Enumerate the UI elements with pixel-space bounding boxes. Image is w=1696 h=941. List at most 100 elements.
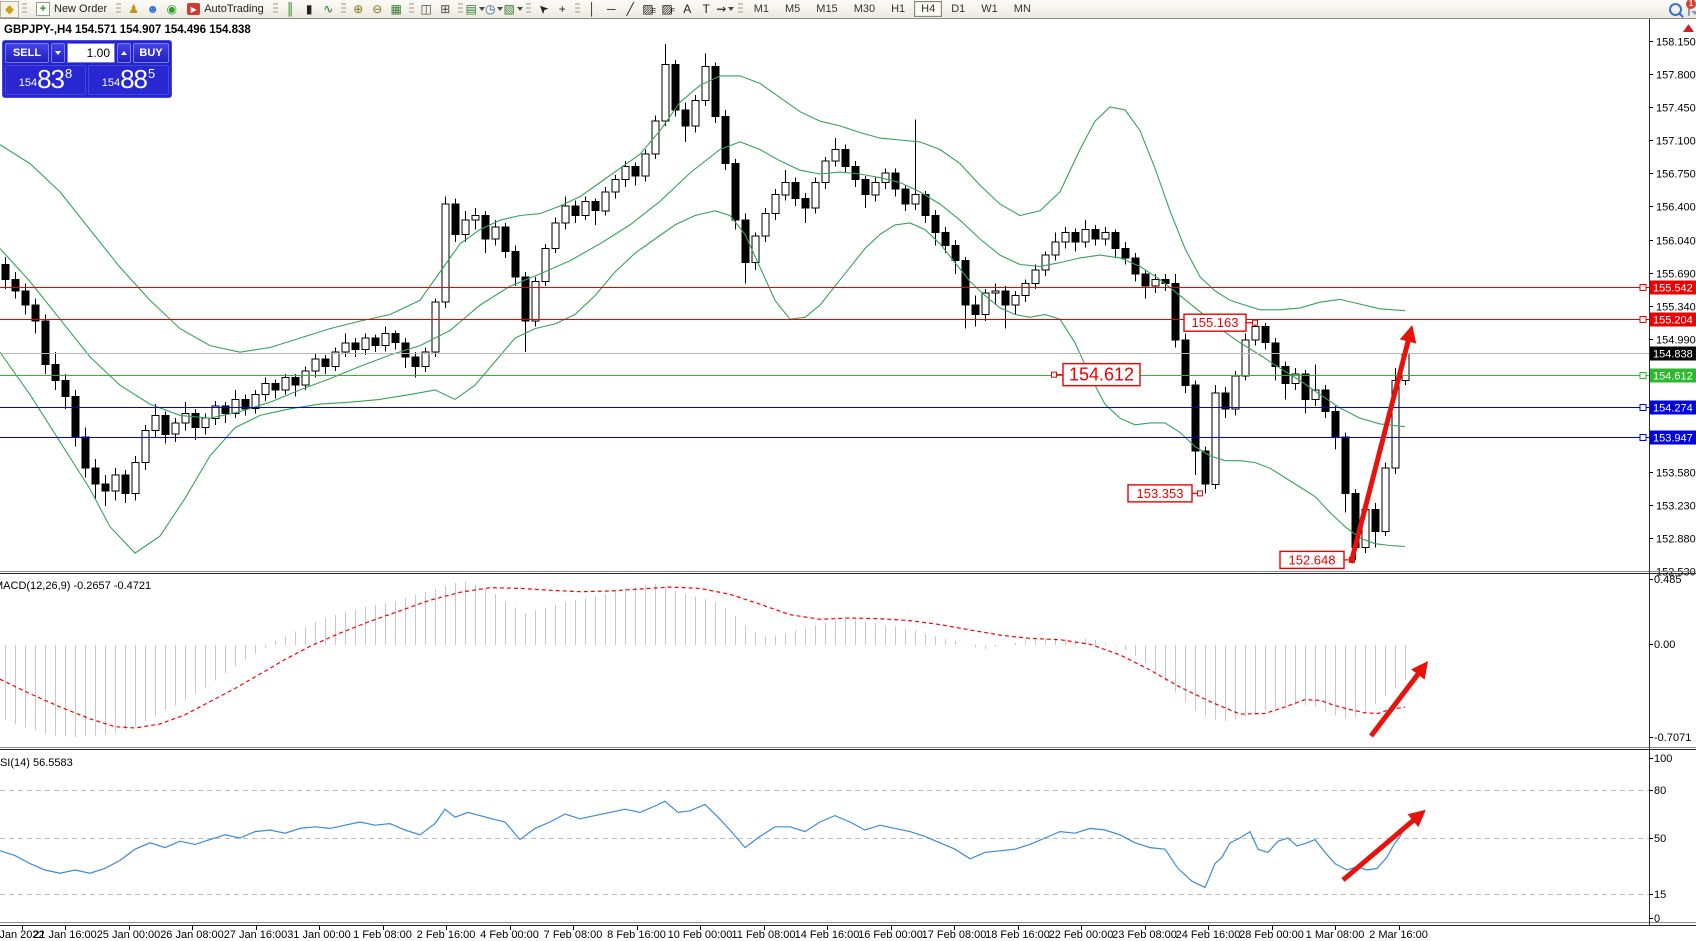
candle — [1251, 322, 1260, 346]
sell-button[interactable]: SELL — [5, 43, 49, 63]
timeframe-m1[interactable]: M1 — [753, 3, 769, 15]
new-order-button[interactable]: + New Order — [30, 1, 113, 18]
cascade-windows-icon[interactable]: ⊞ — [436, 1, 455, 18]
price-tick-label: 158.150 — [1656, 37, 1696, 49]
timeframe-m30[interactable]: M30 — [853, 3, 876, 15]
callout-anchor[interactable] — [1051, 371, 1057, 378]
candle — [681, 102, 690, 142]
line-chart-icon[interactable]: ∿ — [319, 1, 338, 18]
autotrading-button[interactable]: ▶ AutoTrading — [181, 1, 270, 18]
buy-button[interactable]: BUY — [133, 43, 169, 63]
axis-price-label — [1650, 312, 1696, 327]
arrange-2-glyph: ⊞ — [440, 2, 451, 16]
timeframe-d1[interactable]: D1 — [951, 3, 966, 15]
text-label-icon[interactable]: T — [697, 1, 716, 18]
arrows-tool-icon[interactable]: ⇝ — [716, 1, 735, 18]
candle — [1381, 462, 1390, 537]
timeframe-m5[interactable]: M5 — [785, 3, 801, 15]
templates-icon[interactable]: ▧ — [504, 1, 523, 18]
callout-text: 155.163 — [1192, 315, 1239, 330]
price-callout[interactable]: 155.163 — [1183, 313, 1258, 332]
tile-windows-icon[interactable]: ▦ — [387, 1, 406, 18]
time-tick-label: 24 Feb 16:00 — [1176, 929, 1241, 941]
profile-icon[interactable]: ☻ — [143, 1, 162, 18]
zoom-out-icon[interactable]: ⊖ — [368, 1, 387, 18]
axis-price-label-text: 154.612 — [1653, 371, 1693, 383]
new-chart-icon[interactable]: ▤ — [466, 1, 485, 18]
buy-price[interactable]: 154 88 5 — [88, 65, 169, 95]
candle — [1111, 229, 1120, 258]
timeframe-h4[interactable]: H4 — [914, 1, 943, 17]
callout-anchor[interactable] — [1252, 319, 1258, 326]
timeframe-mn[interactable]: MN — [1013, 3, 1031, 15]
signals-icon[interactable]: ◉ — [162, 1, 181, 18]
templates-glyph: ▧ — [503, 2, 515, 16]
sell-price-big: 83 — [37, 64, 65, 94]
trend-arrow[interactable] — [1341, 809, 1426, 882]
candle — [1181, 333, 1190, 393]
time-tick-label: 23 Feb 08:00 — [1112, 929, 1177, 941]
auto-arrange-icon[interactable]: ◫ — [417, 1, 436, 18]
periods-icon[interactable]: ◷ — [485, 1, 504, 18]
line-handle[interactable] — [1639, 284, 1647, 291]
search-icon[interactable] — [1669, 2, 1682, 16]
vertical-line-icon[interactable]: │ — [583, 1, 602, 18]
line-handle[interactable] — [1639, 404, 1647, 411]
time-tick-label: 26 Jan 08:00 — [160, 929, 224, 941]
sell-price[interactable]: 154 83 8 — [5, 65, 86, 95]
volume-decrease-button[interactable] — [51, 43, 65, 63]
candle — [591, 198, 600, 225]
trend-arrow[interactable] — [1348, 325, 1417, 564]
crosshair-icon[interactable]: + — [553, 1, 572, 18]
price-callout[interactable]: 154.612 — [1051, 362, 1141, 387]
line-handle[interactable] — [1639, 434, 1647, 441]
cursor-icon[interactable]: ➤ — [534, 0, 553, 17]
candlestick-chart-icon[interactable]: ▮ — [300, 1, 319, 18]
callout-anchor[interactable] — [1197, 490, 1203, 497]
arrows-tool-glyph: ⇝ — [716, 2, 727, 16]
zoom-in-icon[interactable]: ⊕ — [349, 1, 368, 18]
rsi-label: RSI(14) 56.5583 — [0, 757, 73, 769]
volume-increase-button[interactable] — [117, 43, 131, 63]
clipped-icon[interactable]: ◆ — [0, 0, 19, 18]
buy-price-pip: 5 — [148, 66, 156, 81]
axis-price-label-text: 154.274 — [1653, 403, 1693, 415]
axis-price-label — [1650, 280, 1696, 295]
text-glyph: A — [683, 2, 692, 16]
scroll-marker-icon[interactable] — [1683, 24, 1694, 32]
chat-button[interactable]: 1 — [1686, 0, 1696, 16]
price-scale[interactable]: 158.150 157.800 157.450 157.100 156.750 156.4… — [1649, 37, 1696, 579]
fibonacci-icon[interactable]: ▨ F — [659, 1, 678, 18]
line-handle[interactable] — [1639, 372, 1647, 379]
equidistant-channel-glyph: ▨ — [642, 2, 654, 16]
candle — [1011, 290, 1020, 315]
line-handle[interactable] — [1639, 316, 1647, 323]
volume-input[interactable] — [67, 43, 115, 63]
axis-price-label — [1650, 400, 1696, 415]
rsi-scale-label: 50 — [1654, 833, 1666, 845]
timeframe-h1[interactable]: H1 — [891, 3, 906, 15]
time-tick-label: 10 Feb 00:00 — [668, 929, 733, 941]
price-callout[interactable]: 153.353 — [1127, 484, 1203, 503]
candle — [111, 468, 120, 501]
trendline-icon[interactable]: ╱ — [621, 1, 640, 18]
equidistant-channel-icon[interactable]: ▨ E — [640, 1, 659, 18]
candle — [371, 334, 380, 353]
horizontal-line-icon[interactable]: ─ — [602, 1, 621, 18]
rsi-scale-label: 80 — [1654, 785, 1666, 797]
expert-advisors-icon[interactable]: ♟ — [124, 1, 143, 18]
timeframe-w1[interactable]: W1 — [981, 3, 998, 15]
price-callout[interactable]: 152.648 — [1279, 550, 1355, 570]
time-tick-label: 17 Feb 08:00 — [922, 929, 987, 941]
candle — [341, 333, 350, 357]
timeframe-m15[interactable]: M15 — [816, 3, 838, 15]
text-tool-icon[interactable]: A — [678, 1, 697, 18]
trend-arrow[interactable] — [1369, 660, 1429, 738]
candle — [1081, 220, 1090, 248]
bar-chart-icon[interactable]: ║ — [281, 1, 300, 18]
time-tick-label: 16 Feb 00:00 — [858, 929, 923, 941]
time-tick-label: 27 Jan 16:00 — [224, 929, 288, 941]
